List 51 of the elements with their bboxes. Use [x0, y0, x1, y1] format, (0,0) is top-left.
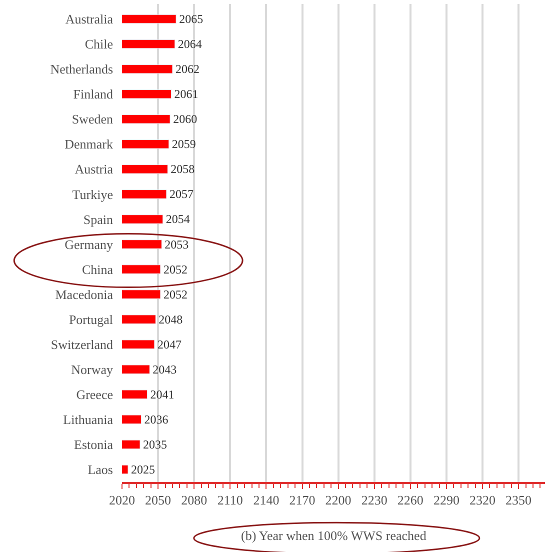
x-tick-label: 2020: [109, 492, 135, 508]
data-label: 2025: [131, 462, 156, 476]
y-tick-label: Turkiye: [72, 186, 114, 202]
data-label: 2043: [152, 362, 177, 376]
data-label: 2047: [157, 337, 182, 352]
data-label: 2048: [158, 312, 183, 326]
data-label: 2058: [170, 162, 195, 176]
data-label: 2061: [174, 87, 198, 102]
y-tick-label: Estonia: [74, 437, 114, 452]
y-tick-label: Germany: [64, 236, 114, 252]
y-tick-label: China: [82, 262, 114, 277]
y-tick-label: Chile: [84, 36, 114, 52]
y-tick-label: Netherlands: [50, 62, 113, 77]
x-tick-label: 2050: [145, 492, 172, 508]
data-label: 2064: [178, 37, 202, 52]
x-tick-label: 2260: [397, 492, 424, 508]
data-label: 2062: [175, 62, 200, 76]
y-tick-label: Greece: [76, 386, 114, 402]
x-tick-label: 2200: [325, 492, 352, 508]
y-tick-label: Finland: [73, 86, 114, 102]
x-tick-label: 2290: [433, 492, 460, 508]
data-label: 2057: [169, 187, 194, 202]
data-label: 2035: [143, 437, 168, 452]
data-label: 2052: [163, 287, 188, 302]
y-tick-label: Norway: [71, 362, 114, 377]
y-tick-label: Laos: [88, 462, 113, 478]
y-tick-label: Austria: [74, 162, 114, 177]
y-tick-label: Switzerland: [50, 336, 114, 352]
x-tick-label: 2350: [506, 492, 532, 508]
x-tick-label: 2230: [361, 492, 388, 508]
y-tick-label: Lithuania: [63, 412, 114, 427]
x-tick-label: 2140: [253, 492, 280, 508]
x-tick-label: 2080: [181, 492, 208, 508]
y-tick-label: Sweden: [72, 112, 114, 127]
data-label: 2059: [172, 137, 196, 152]
x-axis-title: (b) Year when 100% WWS reached: [241, 528, 427, 543]
y-tick-label: Macedonia: [55, 286, 114, 302]
y-tick-label: Denmark: [64, 136, 114, 152]
y-tick-label: Australia: [65, 12, 114, 27]
data-label: 2065: [179, 12, 204, 26]
data-label: 2053: [164, 237, 189, 252]
data-label: 2054: [166, 212, 190, 226]
y-tick-label: Portugal: [68, 312, 114, 327]
data-label: 2036: [144, 412, 168, 426]
x-tick-label: 2320: [470, 492, 496, 508]
data-label: 2052: [163, 262, 188, 276]
x-tick-label: 2170: [289, 492, 316, 508]
y-tick-label: Spain: [83, 212, 114, 227]
data-label: 2060: [173, 112, 198, 126]
data-label: 2041: [150, 387, 174, 402]
x-tick-label: 2110: [217, 492, 243, 508]
